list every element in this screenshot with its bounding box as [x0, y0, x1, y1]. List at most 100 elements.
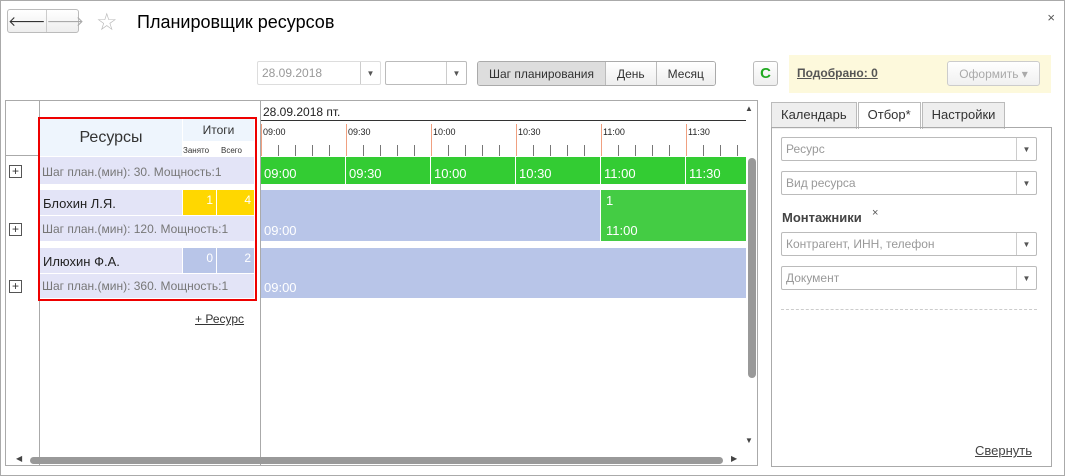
tick-mark: [533, 145, 534, 156]
total-header: Всего: [221, 146, 242, 155]
document-field[interactable]: Документ ▼: [781, 266, 1037, 290]
expand-icon[interactable]: +: [9, 165, 22, 178]
busy-header: Занято: [183, 146, 210, 155]
dropdown-icon[interactable]: ▼: [1016, 138, 1036, 160]
date-field[interactable]: 28.09.2018 ▼: [257, 61, 381, 85]
nav-buttons: 🡐 🡒: [7, 9, 84, 33]
slot-time: 10:30: [519, 166, 552, 181]
resources-header: Ресурсы: [40, 119, 182, 156]
page-title: Планировщик ресурсов: [137, 12, 335, 32]
close-icon[interactable]: ×: [1047, 10, 1055, 25]
resource-field[interactable]: Ресурс ▼: [781, 137, 1037, 161]
dropdown-icon[interactable]: ▼: [446, 62, 466, 84]
resource-kind-field[interactable]: Вид ресурса ▼: [781, 171, 1037, 195]
total-count: 2: [217, 248, 254, 273]
expand-icon[interactable]: +: [9, 280, 22, 293]
busy-slot[interactable]: 10:30: [516, 157, 600, 184]
busy-slot[interactable]: 11:00: [601, 157, 685, 184]
tick-mark: [567, 145, 568, 156]
resource-info: Шаг план.(мин): 30. Мощность:1: [40, 157, 254, 184]
slot-boundary: [346, 124, 347, 156]
slot-boundary: [601, 124, 602, 156]
tick-mark: [329, 145, 330, 156]
contractor-field[interactable]: Контрагент, ИНН, телефон ▼: [781, 232, 1037, 256]
busy-slot[interactable]: 09:30: [346, 157, 430, 184]
tick-mark: [669, 145, 670, 156]
divider: [260, 101, 261, 465]
divider: [781, 309, 1037, 310]
resource-name[interactable]: Илюхин Ф.А.: [40, 248, 182, 273]
mode-step-button[interactable]: Шаг планирования: [478, 62, 605, 85]
tick-mark: [482, 145, 483, 156]
free-slot[interactable]: 09:00: [261, 248, 746, 298]
time-label: 10:00: [433, 127, 456, 137]
slot-time: 11:30: [689, 166, 721, 181]
busy-count: 1: [183, 190, 216, 215]
tick-mark: [312, 145, 313, 156]
slot-boundary: [431, 124, 432, 156]
planner-grid: [5, 100, 758, 466]
tick-mark: [737, 145, 738, 156]
tick-mark: [550, 145, 551, 156]
busy-slot[interactable]: 11:30: [686, 157, 746, 184]
scroll-left-icon[interactable]: ◀: [16, 454, 23, 463]
time-label: 11:30: [688, 127, 710, 137]
tab-settings[interactable]: Настройки: [921, 102, 1006, 129]
resource-info: Шаг план.(мин): 120. Мощность:1: [40, 216, 254, 241]
back-button[interactable]: 🡐: [8, 12, 46, 29]
add-resource-link[interactable]: + Ресурс: [195, 312, 245, 326]
time-label: 09:30: [348, 127, 371, 137]
slot-boundary: [261, 124, 262, 156]
scroll-up-icon[interactable]: ▲: [745, 104, 753, 113]
collapse-link[interactable]: Свернуть: [975, 443, 1033, 458]
favorite-star-icon[interactable]: ☆: [96, 9, 118, 36]
slot-time: 09:00: [264, 166, 297, 181]
tick-mark: [635, 145, 636, 156]
resource-name[interactable]: Блохин Л.Я.: [40, 190, 182, 215]
horizontal-scrollbar[interactable]: [30, 457, 723, 464]
time-label: 09:00: [263, 127, 286, 137]
remove-group-icon[interactable]: ×: [872, 207, 879, 219]
vertical-scrollbar[interactable]: [748, 158, 756, 378]
oform-button[interactable]: Оформить ▾: [947, 61, 1040, 86]
dropdown-icon[interactable]: ▼: [1016, 267, 1036, 289]
period-select[interactable]: ▼: [385, 61, 467, 85]
busy-slot[interactable]: 09:00: [261, 157, 345, 184]
tick-mark: [584, 145, 585, 156]
tick-mark: [380, 145, 381, 156]
free-slot[interactable]: 09:00: [261, 190, 600, 241]
tick-mark: [448, 145, 449, 156]
time-label: 11:00: [603, 127, 625, 137]
tick-mark: [278, 145, 279, 156]
highlight-frame: [38, 117, 257, 301]
tick-mark: [295, 145, 296, 156]
tick-mark: [703, 145, 704, 156]
slot-time: 09:30: [349, 166, 382, 181]
scroll-down-icon[interactable]: ▼: [745, 436, 753, 445]
busy-slot[interactable]: 10:00: [431, 157, 515, 184]
dropdown-icon[interactable]: ▼: [1016, 233, 1036, 255]
tab-filter[interactable]: Отбор*: [857, 102, 921, 129]
tick-mark: [414, 145, 415, 156]
resource-info: Шаг план.(мин): 360. Мощность:1: [40, 274, 254, 298]
group-label: Монтажники: [782, 210, 862, 225]
picked-link[interactable]: Подобрано: 0: [797, 66, 878, 80]
filter-panel: [771, 127, 1052, 467]
slot-boundary: [516, 124, 517, 156]
tab-calendar[interactable]: Календарь: [771, 102, 857, 129]
mode-month-button[interactable]: Месяц: [655, 62, 715, 85]
side-tabs: Календарь Отбор* Настройки: [771, 102, 1006, 129]
scroll-right-icon[interactable]: ▶: [731, 454, 738, 463]
mode-day-button[interactable]: День: [604, 62, 656, 85]
refresh-button[interactable]: C: [753, 61, 778, 86]
dropdown-icon[interactable]: ▼: [360, 62, 380, 84]
tick-mark: [465, 145, 466, 156]
busy-count: 0: [183, 248, 216, 273]
forward-button[interactable]: 🡒: [45, 10, 84, 32]
tick-mark: [652, 145, 653, 156]
expand-icon[interactable]: +: [9, 223, 22, 236]
dropdown-icon[interactable]: ▼: [1016, 172, 1036, 194]
busy-slot[interactable]: 1 11:00: [601, 190, 746, 241]
tick-mark: [363, 145, 364, 156]
totals-header: Итоги: [183, 119, 254, 141]
